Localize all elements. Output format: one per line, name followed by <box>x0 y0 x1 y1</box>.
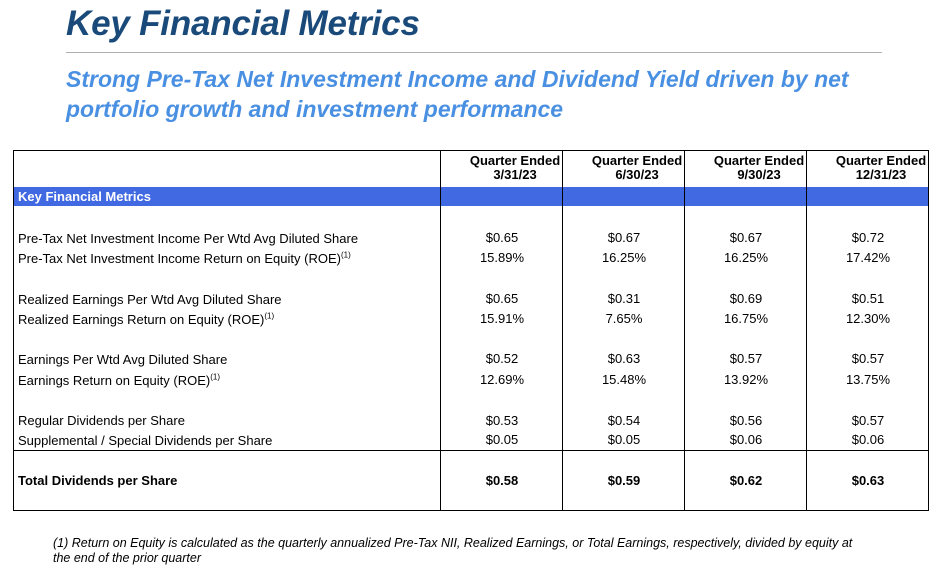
table-cell: $0.53 <box>485 413 519 428</box>
page-subtitle: Strong Pre-Tax Net Investment Income and… <box>66 66 849 122</box>
column-header-q4-date: 12/31/23 <box>855 167 907 182</box>
table-cell: $0.06 <box>851 432 885 447</box>
row-label-text: Supplemental / Special Dividends per Sha… <box>18 433 273 448</box>
footnote: (1) Return on Equity is calculated as th… <box>53 536 853 565</box>
table-cell: $0.69 <box>729 291 763 306</box>
column-header-q2: Quarter Ended 6/30/23 <box>576 154 698 182</box>
row-label-text: Earnings Return on Equity (ROE) <box>18 373 211 388</box>
table-cell: 17.42% <box>845 250 891 265</box>
table-row-label: Realized Earnings Return on Equity (ROE)… <box>18 312 274 327</box>
table-cell: $0.57 <box>729 351 763 366</box>
table-row-label: Regular Dividends per Share <box>18 413 185 428</box>
total-cell: $0.63 <box>851 473 885 488</box>
column-divider <box>440 151 441 510</box>
table-cell: $0.05 <box>485 432 519 447</box>
table-cell: $0.67 <box>729 230 763 245</box>
table-cell: $0.67 <box>607 230 641 245</box>
column-header-q1: Quarter Ended 3/31/23 <box>454 154 576 182</box>
total-cell: $0.58 <box>485 473 519 488</box>
row-label-text: Pre-Tax Net Investment Income Return on … <box>18 251 341 266</box>
title-divider <box>66 52 882 53</box>
footnote-marker: (1) <box>264 311 275 321</box>
table-cell: 7.65% <box>605 311 643 326</box>
table-row-label: Realized Earnings Per Wtd Avg Diluted Sh… <box>18 292 282 307</box>
row-label-text: Regular Dividends per Share <box>18 413 185 428</box>
table-cell: $0.05 <box>607 432 641 447</box>
column-header-q4: Quarter Ended 12/31/23 <box>820 154 936 182</box>
table-row-label: Pre-Tax Net Investment Income Return on … <box>18 251 351 266</box>
table-cell: 12.69% <box>479 372 525 387</box>
total-row-label: Total Dividends per Share <box>18 473 178 488</box>
column-header-q2-title: Quarter Ended <box>591 153 683 168</box>
column-divider <box>562 151 563 510</box>
table-cell: $0.31 <box>607 291 641 306</box>
table-row-label: Earnings Per Wtd Avg Diluted Share <box>18 352 227 367</box>
column-divider <box>684 151 685 510</box>
table-cell: 16.25% <box>723 250 769 265</box>
table-cell: 15.48% <box>601 372 647 387</box>
total-cell: $0.62 <box>729 473 763 488</box>
column-header-q1-title: Quarter Ended <box>469 153 561 168</box>
table-cell: 13.75% <box>845 372 891 387</box>
table-cell: $0.06 <box>729 432 763 447</box>
row-label-text: Earnings Per Wtd Avg Diluted Share <box>18 352 228 367</box>
table-cell: $0.57 <box>851 413 885 428</box>
column-header-q3-title: Quarter Ended <box>713 153 805 168</box>
section-label: Key Financial Metrics <box>18 189 151 204</box>
metrics-table: Quarter Ended 3/31/23 Quarter Ended 6/30… <box>13 150 929 511</box>
row-label-text: Realized Earnings Return on Equity (ROE) <box>18 312 265 327</box>
footnote-marker: (1) <box>210 372 220 382</box>
table-cell: $0.65 <box>485 230 519 245</box>
page-title: Key Financial Metrics <box>66 4 420 43</box>
column-header-q2-date: 6/30/23 <box>615 167 659 182</box>
column-header-q4-title: Quarter Ended <box>835 153 927 168</box>
column-header-q3-date: 9/30/23 <box>737 167 781 182</box>
table-cell: 16.75% <box>723 311 769 326</box>
section-bar <box>14 187 928 206</box>
table-cell: $0.52 <box>485 351 519 366</box>
table-row-label: Supplemental / Special Dividends per Sha… <box>18 433 272 448</box>
table-cell: $0.54 <box>607 413 641 428</box>
footnote-marker: (1) <box>340 250 351 260</box>
table-cell: $0.63 <box>607 351 641 366</box>
table-row-label: Pre-Tax Net Investment Income Per Wtd Av… <box>18 231 358 246</box>
table-cell: 12.30% <box>845 311 891 326</box>
table-cell: 15.91% <box>479 311 525 326</box>
table-cell: 15.89% <box>479 250 525 265</box>
table-cell: 16.25% <box>601 250 647 265</box>
table-cell: $0.65 <box>485 291 519 306</box>
table-cell: $0.56 <box>729 413 763 428</box>
column-divider <box>806 151 807 510</box>
table-cell: 13.92% <box>723 372 769 387</box>
column-header-q3: Quarter Ended 9/30/23 <box>698 154 820 182</box>
column-header-q1-date: 3/31/23 <box>493 167 537 182</box>
table-cell: $0.51 <box>851 291 885 306</box>
row-label-text: Pre-Tax Net Investment Income Per Wtd Av… <box>18 231 359 246</box>
table-cell: $0.57 <box>851 351 885 366</box>
total-cell: $0.59 <box>607 473 641 488</box>
table-row-label: Earnings Return on Equity (ROE)(1) <box>18 373 220 388</box>
total-divider <box>14 450 928 451</box>
row-label-text: Realized Earnings Per Wtd Avg Diluted Sh… <box>18 292 282 307</box>
table-cell: $0.72 <box>851 230 885 245</box>
